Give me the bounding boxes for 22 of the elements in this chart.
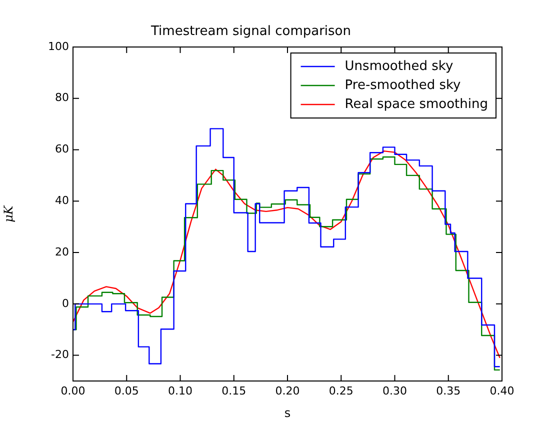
x-tick-label: 0.40 <box>490 384 514 398</box>
legend-label: Real space smoothing <box>344 96 488 112</box>
x-tick-label: 0.00 <box>60 384 86 398</box>
legend-label: Unsmoothed sky <box>344 58 454 74</box>
x-tick-label: 0.15 <box>222 384 246 398</box>
legend-label: Pre-smoothed sky <box>344 78 462 93</box>
y-tick-label: 60 <box>55 142 69 156</box>
y-axis-title: μK <box>1 204 16 222</box>
y-tick-label: -20 <box>51 348 69 362</box>
y-tick-label: 20 <box>55 245 69 258</box>
y-tick-label: 100 <box>48 40 69 53</box>
y-tick-label: 80 <box>55 91 69 104</box>
x-tick-label: 0.35 <box>436 384 461 398</box>
x-tick-label: 0.25 <box>328 384 354 398</box>
x-axis-title: s <box>284 406 291 420</box>
x-tick-label: 0.20 <box>275 384 300 398</box>
y-tick-label: 40 <box>55 194 69 208</box>
x-tick-label: 0.10 <box>168 384 192 398</box>
chart-title: Timestream signal comparison <box>150 24 351 40</box>
y-tick-label: 0 <box>62 296 69 310</box>
x-tick-label: 0.05 <box>114 384 139 398</box>
x-tick-label: 0.30 <box>382 384 407 398</box>
